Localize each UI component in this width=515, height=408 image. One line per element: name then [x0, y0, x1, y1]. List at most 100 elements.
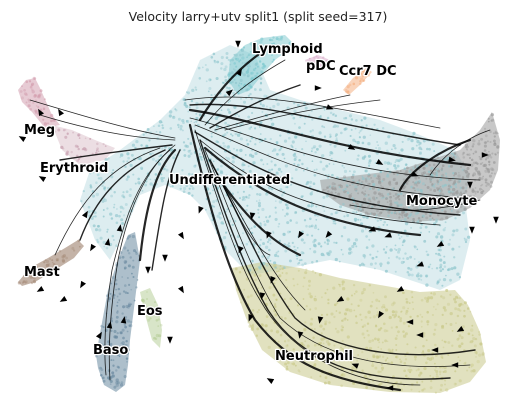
cell-point: [237, 84, 240, 86]
cell-point: [58, 249, 62, 253]
cell-point: [428, 163, 431, 167]
cell-point: [341, 287, 346, 291]
cell-point: [394, 310, 398, 314]
cell-point: [306, 167, 309, 170]
cell-point: [280, 146, 283, 149]
cell-point: [481, 353, 485, 357]
cell-point: [456, 205, 459, 209]
cell-point: [283, 157, 286, 160]
cell-point: [319, 64, 323, 67]
cell-point: [389, 195, 392, 199]
cell-point: [224, 79, 228, 83]
cell-point: [123, 266, 127, 270]
velocity-streamline: [29, 99, 176, 139]
cell-point: [100, 324, 103, 328]
cell-point: [332, 113, 335, 116]
cell-point: [464, 238, 468, 242]
cell-point: [329, 154, 331, 156]
cell-point: [126, 175, 130, 179]
velocity-arrow: [456, 325, 465, 332]
cell-point: [102, 240, 106, 245]
cell-point: [227, 59, 230, 61]
cell-point: [253, 48, 256, 51]
cell-point: [332, 286, 336, 290]
cell-point: [272, 293, 276, 297]
cell-point: [412, 215, 415, 218]
cell-point: [190, 120, 192, 122]
cell-point: [163, 176, 166, 179]
cell-point: [435, 220, 438, 223]
cell-point: [409, 371, 412, 374]
cell-point: [367, 333, 370, 337]
cell-point: [48, 270, 51, 273]
cell-point: [103, 198, 107, 203]
cell-point: [225, 156, 228, 159]
cell-point: [425, 283, 429, 287]
cell-point: [281, 272, 284, 274]
cell-point: [38, 93, 42, 96]
velocity-arrow: [326, 104, 334, 110]
cell-point: [359, 298, 363, 302]
cell-point: [343, 166, 345, 169]
velocity-arrow: [177, 285, 184, 294]
cell-point: [151, 157, 155, 161]
cell-point: [298, 126, 301, 129]
cell-point: [274, 253, 278, 258]
cell-point: [461, 303, 464, 306]
cell-point: [418, 390, 421, 393]
cell-point: [153, 336, 156, 340]
cell-point: [357, 354, 359, 356]
cell-point: [477, 142, 481, 146]
cell-point: [23, 92, 28, 96]
cell-point: [451, 329, 454, 332]
cell-point: [333, 315, 336, 319]
cell-point: [165, 168, 169, 172]
cell-point: [337, 184, 340, 187]
cell-point: [418, 374, 421, 377]
cell-point: [303, 241, 306, 245]
cell-point: [132, 259, 135, 262]
cell-point: [398, 152, 401, 155]
cell-point: [216, 214, 220, 218]
cell-point: [442, 193, 445, 196]
cell-point: [464, 227, 468, 231]
cell-point: [102, 379, 106, 383]
cell-point: [127, 264, 131, 268]
cell-point: [99, 366, 103, 370]
cell-point: [363, 254, 367, 258]
cell-point: [485, 167, 488, 170]
cell-point: [430, 174, 433, 177]
cell-point: [382, 177, 386, 181]
cell-point: [479, 342, 483, 346]
cell-point: [215, 76, 219, 81]
cell-point: [168, 114, 172, 118]
cell-point: [458, 344, 462, 348]
cell-point: [341, 372, 344, 375]
cell-point: [404, 332, 408, 336]
cell-point: [449, 278, 452, 282]
cell-point: [132, 173, 135, 176]
cell-point: [358, 82, 362, 86]
cell-point: [325, 59, 329, 64]
cell-point: [157, 314, 160, 318]
cell-point: [442, 296, 446, 300]
cell-point: [311, 147, 314, 150]
cell-point: [416, 199, 420, 203]
cell-point: [373, 198, 376, 201]
cell-point: [263, 65, 267, 68]
cell-point: [254, 74, 258, 78]
cell-point: [273, 282, 276, 285]
cell-point: [242, 73, 246, 77]
cell-point: [440, 188, 442, 190]
cell-point: [349, 184, 351, 187]
cell-point: [340, 346, 342, 349]
cell-point: [234, 267, 238, 271]
cell-point: [407, 266, 410, 270]
cell-point: [259, 133, 262, 135]
cell-point: [474, 192, 477, 195]
cell-point: [45, 259, 50, 264]
velocity-arrow: [120, 316, 127, 324]
cell-point: [128, 302, 131, 306]
cell-point: [373, 267, 376, 270]
